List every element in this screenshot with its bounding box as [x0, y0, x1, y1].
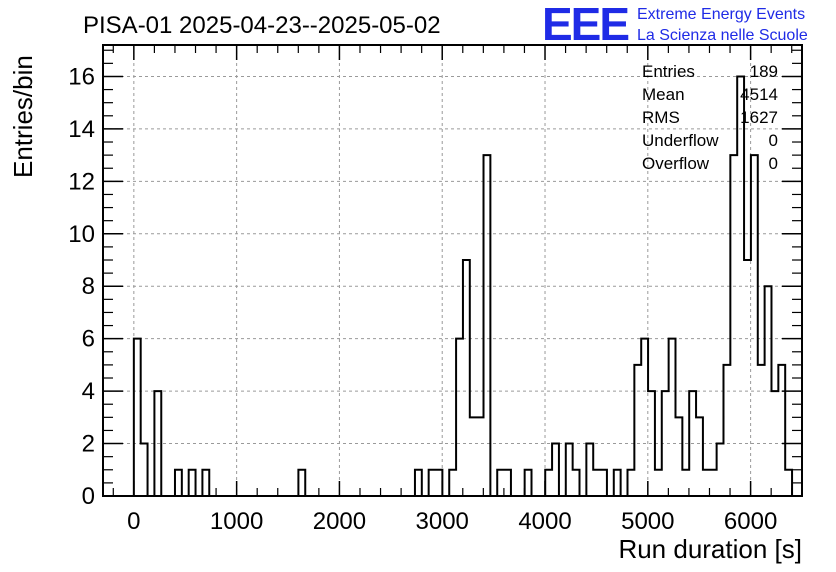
stat-label: Overflow [642, 154, 710, 173]
x-axis-title: Run duration [s] [618, 534, 802, 564]
stat-value: 0 [769, 131, 778, 150]
y-tick-label: 14 [68, 116, 95, 143]
y-tick-label: 12 [68, 168, 95, 195]
x-tick-label: 6000 [724, 508, 777, 535]
x-tick-label: 0 [127, 508, 140, 535]
y-tick-label: 10 [68, 221, 95, 248]
y-tick-label: 8 [82, 273, 95, 300]
x-axis-ticks: 0 1000 2000 3000 4000 5000 6000 [112, 45, 793, 535]
stat-label: Entries [642, 62, 695, 81]
y-axis-title: Entries/bin [8, 55, 38, 178]
stat-value: 4514 [740, 85, 778, 104]
plot-frame [102, 44, 803, 497]
chart-title: PISA-01 2025-04-23--2025-05-02 [83, 12, 441, 39]
x-tick-label: 4000 [518, 508, 571, 535]
stat-value: 1627 [740, 108, 778, 127]
logo-line-1: Extreme Energy Events [637, 6, 805, 23]
y-tick-label: 16 [68, 63, 95, 90]
x-tick-label: 3000 [416, 508, 469, 535]
eee-logo: EEE Extreme Energy Events La Scienza nel… [542, 0, 808, 50]
logo-line-2: La Scienza nelle Scuole [637, 27, 808, 44]
stat-label: Underflow [642, 131, 719, 150]
y-tick-label: 0 [82, 483, 95, 510]
stat-label: Mean [642, 85, 685, 104]
y-tick-label: 4 [82, 378, 95, 405]
logo-mark: EEE [542, 0, 628, 50]
y-axis-ticks: 0 2 4 6 8 10 12 14 16 [68, 49, 802, 510]
statistics-box: Entries 189 Mean 4514 RMS 1627 Underflow 0 Overf… [642, 62, 778, 173]
grid [103, 45, 802, 496]
y-tick-label: 2 [82, 431, 95, 458]
stat-label: RMS [642, 108, 680, 127]
y-tick-label: 6 [82, 326, 95, 353]
stat-value: 189 [750, 62, 778, 81]
x-tick-label: 5000 [621, 508, 674, 535]
stat-value: 0 [769, 154, 778, 173]
x-tick-label: 2000 [313, 508, 366, 535]
x-tick-label: 1000 [210, 508, 263, 535]
